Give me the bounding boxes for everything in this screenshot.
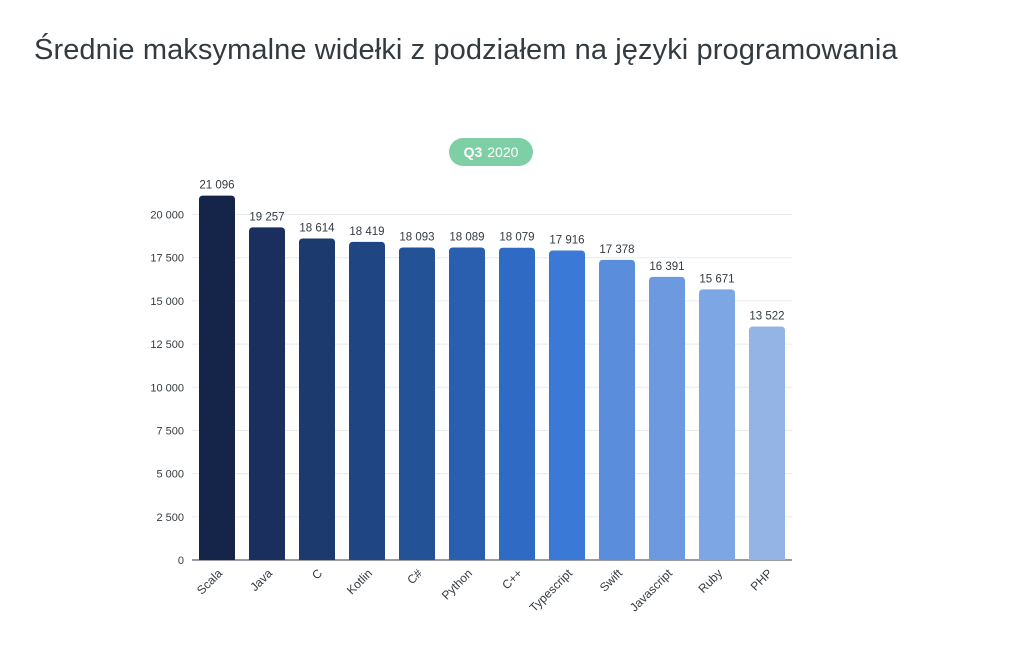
data-label: 18 093 bbox=[399, 231, 434, 243]
data-label: 16 391 bbox=[649, 261, 684, 273]
category-label: Kotlin bbox=[344, 566, 375, 597]
data-label: 13 522 bbox=[749, 310, 784, 322]
bar-c bbox=[499, 247, 535, 560]
y-tick-label: 5 000 bbox=[156, 469, 184, 481]
y-tick-label: 7 500 bbox=[156, 425, 184, 437]
bar-c bbox=[399, 247, 435, 560]
category-label: C bbox=[309, 566, 325, 582]
data-label: 21 096 bbox=[199, 180, 234, 192]
badge-year: 2020 bbox=[487, 144, 519, 160]
category-label: C++ bbox=[499, 566, 525, 592]
data-label: 19 257 bbox=[249, 211, 284, 223]
y-tick-label: 2 500 bbox=[156, 512, 184, 524]
category-label: Javascript bbox=[627, 566, 676, 615]
data-label: 18 419 bbox=[349, 226, 384, 238]
category-label: Python bbox=[439, 566, 475, 602]
bar-javascript bbox=[649, 276, 685, 560]
bar-c bbox=[299, 238, 335, 560]
data-labels: 21 096 19 257 18 614 18 419 18 093 18 089 18 0… bbox=[199, 180, 784, 323]
y-tick-label: 0 bbox=[178, 555, 184, 567]
y-tick-label: 17 500 bbox=[150, 253, 184, 265]
category-label: Swift bbox=[597, 566, 626, 595]
category-label: Ruby bbox=[695, 566, 725, 596]
bar-java bbox=[249, 227, 285, 560]
data-label: 18 089 bbox=[449, 232, 484, 244]
category-label: Typescript bbox=[527, 566, 576, 615]
bar-typescript bbox=[549, 250, 585, 561]
y-axis-ticks: 0 2 500 5 000 7 500 10 000 12 500 15 000 17 500… bbox=[150, 210, 184, 567]
data-label: 17 378 bbox=[599, 244, 634, 256]
badge-quarter: Q3 bbox=[463, 144, 483, 160]
y-tick-label: 20 000 bbox=[150, 210, 184, 222]
category-label: Scala bbox=[194, 566, 225, 597]
category-label: Java bbox=[247, 566, 275, 594]
category-label: PHP bbox=[748, 566, 775, 593]
data-label: 17 916 bbox=[549, 235, 584, 247]
bar-ruby bbox=[699, 289, 735, 560]
period-badge: Q3 2020 bbox=[449, 138, 533, 166]
chart-title: Średnie maksymalne widełki z podziałem n… bbox=[34, 34, 898, 66]
bar-swift bbox=[599, 259, 635, 560]
data-label: 18 079 bbox=[499, 232, 534, 244]
data-label: 18 614 bbox=[299, 222, 335, 234]
gridlines bbox=[192, 214, 792, 561]
y-tick-label: 15 000 bbox=[150, 296, 184, 308]
bar-php bbox=[749, 326, 785, 560]
y-tick-label: 12 500 bbox=[150, 339, 184, 351]
bar-kotlin bbox=[349, 241, 385, 560]
category-label: C# bbox=[404, 566, 425, 587]
bar-scala bbox=[199, 195, 235, 560]
bar-python bbox=[449, 247, 485, 560]
category-labels: Scala Java C Kotlin C# Python C++ Typescript Swi… bbox=[194, 566, 775, 615]
data-label: 15 671 bbox=[699, 273, 734, 285]
bars bbox=[199, 195, 785, 561]
y-tick-label: 10 000 bbox=[150, 382, 184, 394]
